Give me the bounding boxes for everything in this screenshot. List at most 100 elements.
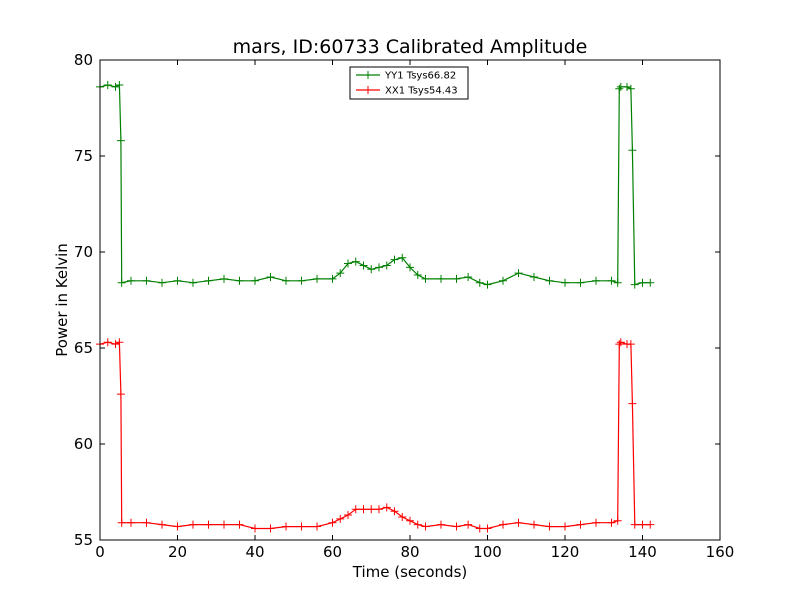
x-tick-label: 160	[706, 543, 735, 561]
data-point	[367, 265, 376, 274]
data-point	[282, 276, 290, 285]
data-point	[615, 340, 624, 349]
data-point	[266, 524, 275, 533]
legend-marker	[364, 86, 372, 94]
data-point	[398, 512, 407, 521]
data-point	[628, 399, 637, 408]
data-point	[297, 522, 306, 531]
data-point	[626, 340, 635, 349]
data-point	[235, 520, 244, 529]
data-point	[251, 276, 259, 285]
data-point	[142, 276, 151, 285]
y-tick-label: 75	[74, 147, 93, 165]
x-tick-label: 0	[95, 543, 105, 561]
data-point	[545, 522, 554, 531]
data-point	[359, 505, 368, 514]
legend: YY1 Tsys66.82 XX1 Tsys54.43	[349, 66, 469, 100]
data-point	[220, 520, 228, 529]
data-point	[499, 520, 507, 529]
x-tick-label: 80	[400, 543, 419, 561]
legend-label: XX1 Tsys54.43	[385, 86, 458, 97]
data-point	[158, 278, 166, 287]
data-point	[607, 518, 616, 527]
data-point	[464, 272, 473, 281]
data-point	[592, 518, 600, 527]
data-point	[483, 524, 492, 533]
data-point	[413, 271, 422, 280]
data-point	[576, 520, 585, 529]
chart-title: mars, ID:60733 Calibrated Amplitude	[233, 36, 588, 58]
data-point	[530, 272, 538, 281]
data-point	[545, 276, 554, 285]
series-layer	[96, 80, 655, 533]
data-point	[336, 269, 345, 278]
data-point	[142, 518, 151, 527]
y-tick-label: 55	[74, 531, 93, 549]
data-point	[116, 136, 125, 145]
data-point	[437, 274, 445, 283]
data-point	[630, 280, 639, 289]
data-point	[475, 278, 484, 287]
data-point	[646, 278, 655, 287]
data-point	[344, 259, 352, 268]
data-point	[375, 263, 383, 272]
data-point	[115, 338, 124, 347]
data-point	[638, 278, 647, 287]
data-point	[616, 338, 625, 347]
data-point	[204, 520, 213, 529]
y-tick-label: 70	[74, 243, 93, 261]
data-point	[328, 518, 337, 527]
data-point	[313, 274, 321, 283]
y-axis-label: Power in Kelvin	[53, 243, 71, 357]
data-point	[623, 82, 631, 91]
data-point	[613, 516, 622, 525]
data-point	[452, 522, 461, 531]
x-tick-label: 140	[628, 543, 657, 561]
x-tick-label: 20	[168, 543, 187, 561]
x-axis-label: Time (seconds)	[352, 563, 468, 581]
data-point	[103, 338, 112, 347]
data-point	[266, 272, 275, 281]
data-point	[351, 505, 360, 514]
y-tick-label: 80	[74, 51, 93, 69]
data-point	[413, 520, 422, 529]
data-point	[382, 261, 391, 270]
plot-background	[100, 60, 720, 540]
data-point	[452, 274, 461, 283]
legend-box	[349, 66, 469, 100]
data-point	[390, 507, 399, 516]
data-point	[406, 516, 414, 525]
data-point	[220, 274, 228, 283]
plot-area: 0 20 40 60 80 100 120 140 160 55 60 65 70 75 80	[74, 51, 734, 561]
data-point	[251, 524, 259, 533]
x-tick-label: 120	[551, 543, 580, 561]
series-1	[96, 80, 655, 289]
data-point	[628, 146, 637, 155]
data-point	[615, 84, 624, 93]
data-point	[313, 522, 321, 531]
data-point	[359, 261, 368, 270]
ticks-layer: 0 20 40 60 80 100 120 140 160 55 60 65 70 75 80	[74, 51, 734, 561]
data-point	[630, 520, 639, 529]
data-point	[103, 80, 112, 89]
data-point	[111, 82, 120, 91]
data-point	[475, 524, 484, 533]
data-point	[406, 263, 414, 272]
data-point	[351, 257, 360, 266]
data-point	[514, 269, 523, 278]
data-point	[464, 520, 473, 529]
legend-marker	[364, 71, 372, 79]
y-tick-label: 65	[74, 339, 93, 357]
data-point	[117, 278, 126, 287]
data-point	[421, 522, 430, 531]
x-tick-label: 100	[473, 543, 502, 561]
data-point	[116, 390, 125, 399]
data-point	[390, 255, 399, 264]
data-point	[297, 276, 306, 285]
data-point	[561, 278, 569, 287]
legend-entries: YY1 Tsys66.82 XX1 Tsys54.43	[356, 71, 458, 97]
data-point	[592, 276, 600, 285]
data-point	[530, 520, 538, 529]
data-point	[576, 278, 585, 287]
